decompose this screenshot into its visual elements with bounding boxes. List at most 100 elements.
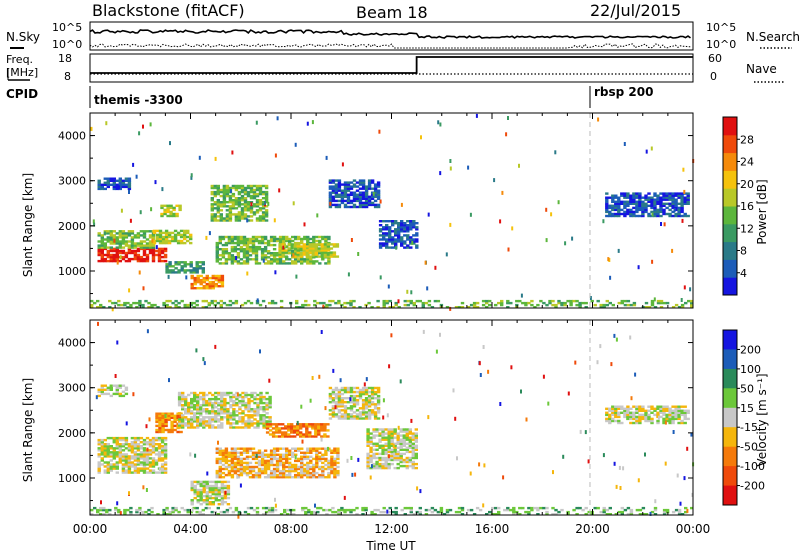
- data-cell: [187, 422, 191, 425]
- data-cell: [275, 449, 280, 452]
- data-cell: [530, 506, 534, 510]
- data-cell: [659, 204, 663, 207]
- data-cell: [367, 401, 372, 404]
- data-cell: [288, 239, 292, 243]
- data-cell: [411, 446, 415, 449]
- data-cell: [139, 451, 144, 454]
- data-cell: [196, 276, 200, 280]
- data-cell: [327, 258, 331, 261]
- data-cell: [611, 413, 615, 417]
- scatter-cell: [511, 226, 514, 231]
- data-cell: [127, 247, 132, 251]
- data-cell: [262, 422, 266, 425]
- data-cell: [284, 427, 288, 430]
- data-cell: [355, 199, 360, 203]
- data-cell: [96, 306, 100, 309]
- data-cell: [236, 459, 241, 463]
- data-cell: [248, 469, 253, 473]
- data-cell: [309, 447, 313, 450]
- data-cell: [124, 461, 129, 464]
- data-cell: [160, 453, 165, 456]
- data-cell: [242, 467, 247, 471]
- data-cell: [151, 461, 156, 464]
- data-cell: [316, 510, 320, 514]
- data-cell: [314, 433, 318, 436]
- scatter-cell: [255, 453, 258, 458]
- scatter-cell: [518, 163, 520, 168]
- data-cell: [405, 438, 409, 441]
- data-cell: [364, 390, 369, 394]
- data-cell: [306, 449, 310, 452]
- data-cell: [225, 194, 230, 198]
- data-cell: [668, 196, 672, 199]
- data-cell: [361, 183, 366, 186]
- data-cell: [221, 262, 226, 265]
- data-cell: [192, 271, 196, 274]
- data-cell: [388, 220, 392, 223]
- data-cell: [248, 476, 253, 479]
- data-cell: [299, 431, 303, 434]
- data-cell: [210, 199, 214, 202]
- data-cell: [671, 204, 675, 207]
- data-cell: [190, 420, 194, 423]
- data-cell: [278, 463, 283, 467]
- data-cell: [257, 461, 262, 465]
- data-cell: [352, 411, 357, 414]
- data-cell: [485, 306, 489, 309]
- data-cell: [247, 404, 251, 407]
- data-cell: [235, 422, 239, 425]
- data-cell: [247, 410, 251, 413]
- data-cell: [236, 237, 241, 241]
- data-cell: [327, 260, 331, 263]
- data-cell: [361, 197, 366, 200]
- data-cell: [324, 241, 328, 245]
- data-cell: [164, 229, 169, 233]
- data-cell: [176, 430, 180, 434]
- data-cell: [388, 230, 392, 233]
- data-cell: [373, 187, 378, 190]
- data-cell: [641, 306, 646, 309]
- data-cell: [518, 513, 522, 516]
- data-cell: [337, 299, 341, 303]
- data-cell: [274, 431, 279, 434]
- data-cell: [169, 210, 173, 214]
- scatter-cell: [644, 452, 646, 457]
- data-cell: [272, 469, 277, 473]
- data-cell: [367, 411, 372, 414]
- data-cell: [263, 471, 268, 475]
- data-cell: [278, 253, 282, 256]
- data-cell: [385, 224, 389, 227]
- data-cell: [174, 261, 178, 264]
- data-cell: [572, 299, 576, 303]
- data-cell: [683, 411, 687, 414]
- data-cell: [343, 193, 348, 196]
- data-cell: [165, 306, 169, 309]
- data-cell: [163, 453, 168, 456]
- data-cell: [109, 177, 113, 180]
- data-cell: [334, 401, 339, 404]
- data-cell: [190, 287, 194, 290]
- data-cell: [500, 303, 504, 307]
- data-cell: [193, 404, 197, 407]
- scatter-cell: [205, 235, 208, 240]
- data-cell: [334, 187, 339, 190]
- data-cell: [181, 391, 185, 395]
- data-cell: [349, 405, 354, 408]
- data-cell: [653, 206, 657, 210]
- data-cell: [201, 508, 205, 512]
- data-cell: [527, 510, 531, 514]
- data-cell: [647, 200, 651, 203]
- data-cell: [291, 467, 295, 471]
- data-cell: [193, 393, 197, 397]
- data-cell: [214, 278, 218, 282]
- scatter-cell: [194, 453, 197, 458]
- data-cell: [343, 415, 348, 418]
- data-cell: [623, 194, 627, 197]
- data-cell: [677, 208, 681, 212]
- data-cell: [106, 451, 110, 454]
- data-cell: [402, 464, 406, 468]
- data-cell: [230, 473, 235, 477]
- data-cell: [225, 186, 230, 190]
- scatter-cell: [619, 486, 622, 490]
